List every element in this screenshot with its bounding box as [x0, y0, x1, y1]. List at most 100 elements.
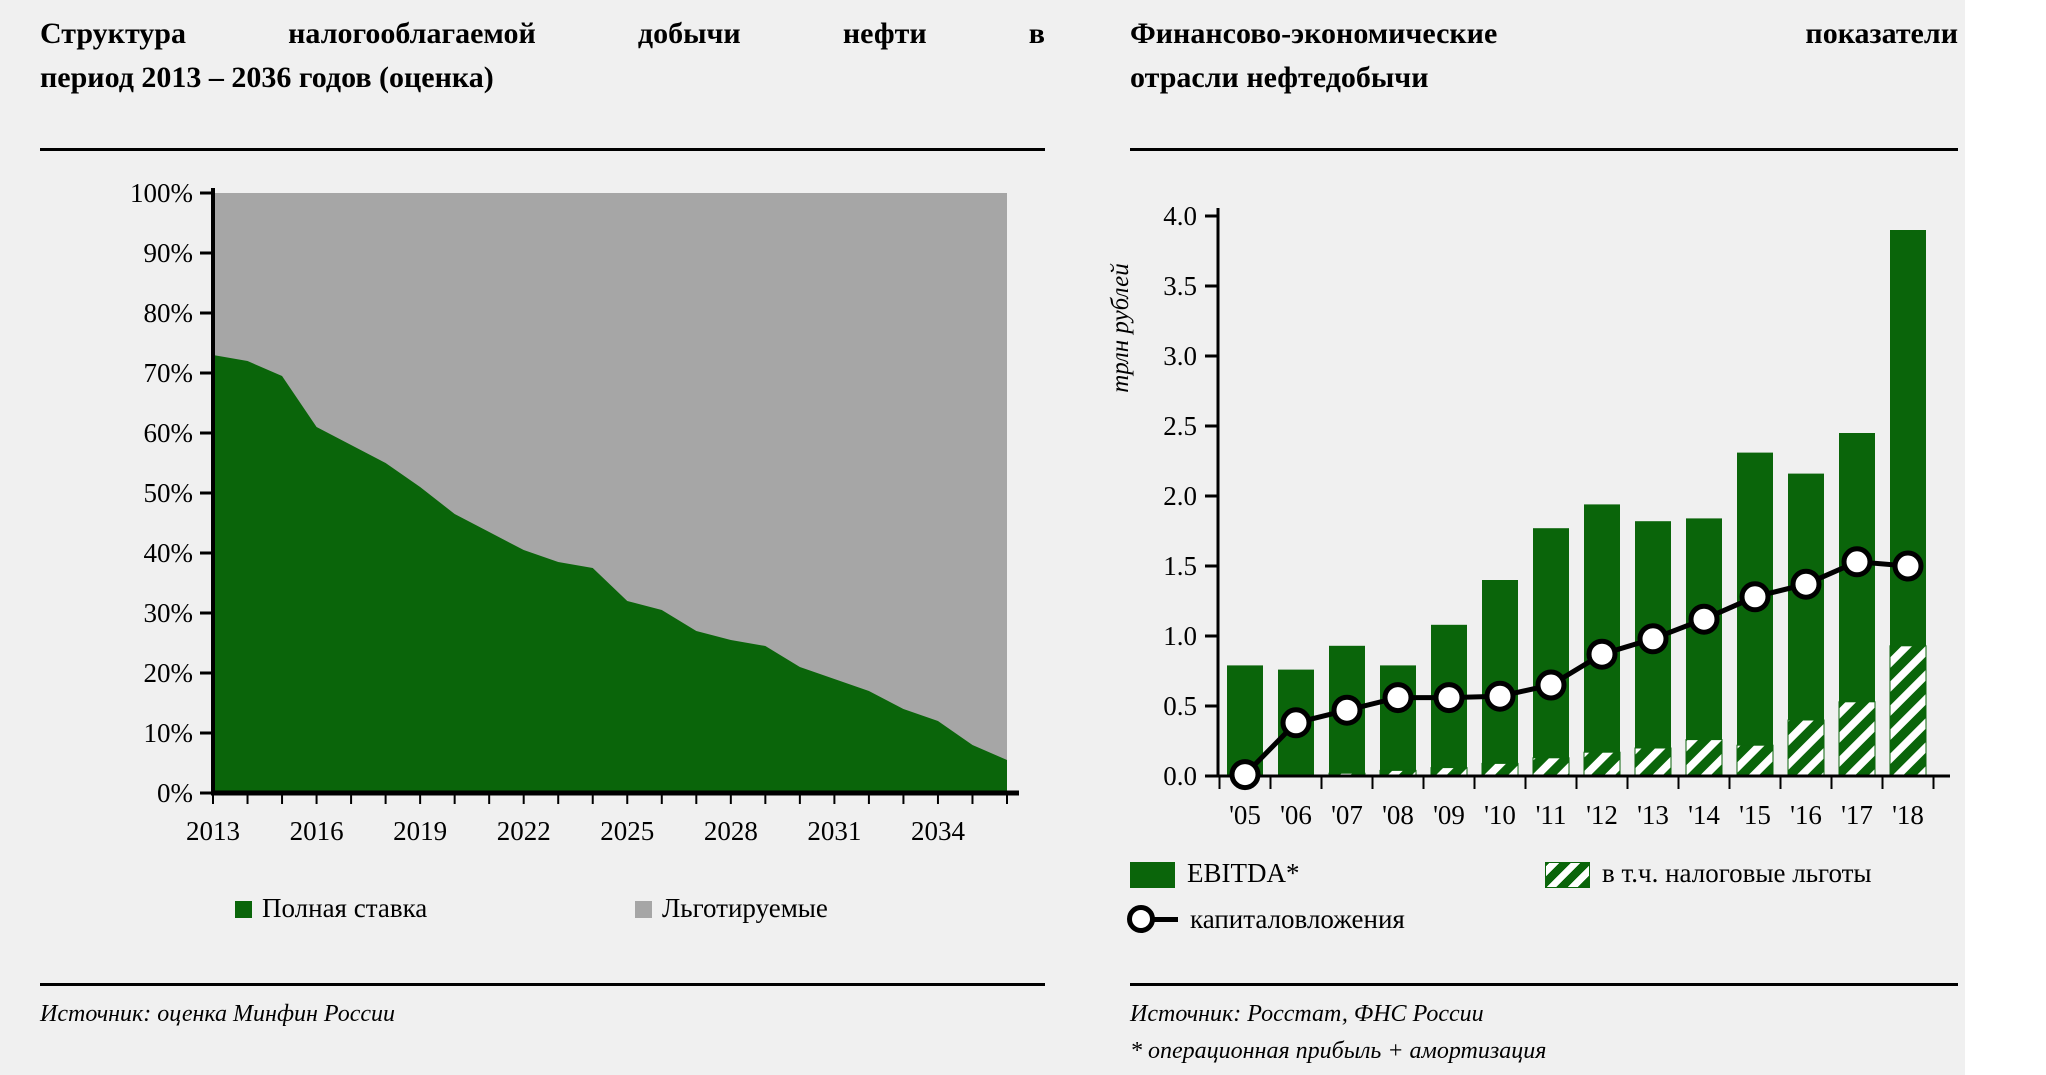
tax-benefit-bar: [1685, 739, 1723, 777]
y-tick-label: 10%: [144, 718, 194, 748]
capex-marker: [1229, 759, 1261, 791]
ebitda-bar: [1482, 580, 1518, 776]
left-chart-title-line1: Структура налогооблагаемой добычи нефти …: [40, 17, 1045, 50]
right-source-note: Источник: Росстат, ФНС России * операцио…: [1130, 996, 1546, 1070]
area-full-rate: [213, 355, 1007, 793]
x-tick-label: 2022: [497, 816, 551, 846]
x-tick-label: '08: [1382, 800, 1414, 830]
capex-marker: [1280, 707, 1312, 739]
legend-item-ebitda: EBITDA*: [1130, 858, 1299, 888]
y-tick-label: 3.0: [1163, 341, 1197, 371]
y-tick-label: 0.0: [1163, 761, 1197, 791]
legend-label: в т.ч. налоговые льготы: [1602, 858, 1872, 888]
legend-item-subsidized: Льготируемые: [635, 893, 828, 923]
capex-marker: [1433, 682, 1465, 714]
capex-marker: [1841, 546, 1873, 578]
tax-benefit-bar: [1736, 744, 1774, 777]
x-tick-label: '18: [1892, 800, 1924, 830]
source-line: Источник: Росстат, ФНС России: [1130, 1001, 1484, 1027]
y-tick-label: 0.5: [1163, 691, 1197, 721]
x-tick-label: 2025: [600, 816, 654, 846]
y-tick-label: 3.5: [1163, 271, 1197, 301]
y-tick-label: 0%: [157, 778, 193, 808]
x-tick-label: '14: [1688, 800, 1720, 830]
tax-benefit-bar: [1583, 751, 1621, 777]
x-tick-label: '11: [1536, 800, 1567, 830]
y-tick-label: 2.5: [1163, 411, 1197, 441]
y-tick-label: 70%: [144, 358, 194, 388]
y-tick-label: 1.0: [1163, 621, 1197, 651]
capex-marker: [1688, 603, 1720, 635]
tax-benefit-bar: [1481, 762, 1519, 777]
right-chart-title-line1: Финансово-экономические показатели: [1130, 17, 1958, 50]
x-tick-label: '05: [1229, 800, 1261, 830]
x-tick-label: '13: [1637, 800, 1669, 830]
capex-marker: [1382, 682, 1414, 714]
capex-marker: [1790, 568, 1822, 600]
x-tick-label: '09: [1433, 800, 1465, 830]
tax-benefit-bar: [1838, 701, 1876, 777]
capex-marker: [1586, 638, 1618, 670]
y-tick-label: 90%: [144, 238, 194, 268]
x-tick-label: '12: [1586, 800, 1618, 830]
right-title-divider: [1130, 148, 1958, 151]
right-chart-title: Финансово-экономические показатели отрас…: [1130, 12, 1958, 100]
x-tick-label: '17: [1841, 800, 1873, 830]
x-tick-label: '07: [1331, 800, 1363, 830]
y-tick-label: 30%: [144, 598, 194, 628]
left-chart-legend: Полная ставка Льготируемые: [40, 893, 1045, 923]
tax-benefit-bar: [1532, 757, 1570, 777]
legend-label: капиталовложения: [1190, 904, 1405, 934]
left-source-divider: [40, 983, 1045, 986]
subsidized-swatch-icon: [635, 901, 652, 918]
x-tick-label: 2013: [186, 816, 240, 846]
tax-benefit-bar: [1889, 645, 1927, 777]
y-tick-label: 50%: [144, 478, 194, 508]
y-axis-title: трлн рублей: [1107, 263, 1134, 393]
y-tick-label: 40%: [144, 538, 194, 568]
capex-marker-icon: [1127, 904, 1180, 934]
x-tick-label: '15: [1739, 800, 1771, 830]
x-tick-label: 2019: [393, 816, 447, 846]
capex-marker: [1484, 680, 1516, 712]
ebitda-bar: [1227, 665, 1263, 776]
right-chart-legend-row2: капиталовложения: [1127, 904, 1958, 934]
legend-item-tax-benefits: в т.ч. налоговые льготы: [1545, 858, 1872, 888]
ebitda-bar: [1686, 518, 1722, 776]
capex-marker: [1331, 694, 1363, 726]
right-chart-legend-row1: EBITDA* в т.ч. налоговые льготы: [1130, 858, 1958, 888]
left-title-divider: [40, 148, 1045, 151]
full-rate-swatch-icon: [235, 901, 252, 918]
y-tick-label: 80%: [144, 298, 194, 328]
capex-marker: [1535, 669, 1567, 701]
y-tick-label: 2.0: [1163, 481, 1197, 511]
y-tick-label: 20%: [144, 658, 194, 688]
ebitda-bar: [1380, 665, 1416, 776]
x-tick-label: 2031: [807, 816, 861, 846]
y-tick-label: 60%: [144, 418, 194, 448]
y-tick-label: 100%: [130, 178, 193, 208]
tax-benefit-bar: [1634, 747, 1672, 777]
left-chart-title: Структура налогооблагаемой добычи нефти …: [40, 12, 1045, 100]
x-tick-label: 2028: [704, 816, 758, 846]
capex-marker: [1739, 581, 1771, 613]
x-tick-label: 2016: [290, 816, 344, 846]
y-tick-label: 4.0: [1163, 201, 1197, 231]
legend-item-full-rate: Полная ставка: [235, 893, 427, 923]
ebitda-swatch-icon: [1130, 862, 1175, 888]
left-source-note: Источник: оценка Минфин России: [40, 1001, 395, 1027]
legend-label: Полная ставка: [262, 893, 428, 923]
x-tick-label: '16: [1790, 800, 1822, 830]
x-tick-label: 2034: [911, 816, 966, 846]
slide-background: Структура налогооблагаемой добычи нефти …: [0, 0, 1965, 1075]
left-chart-title-line2: период 2013 – 2036 годов (оценка): [40, 61, 494, 94]
x-tick-label: '06: [1280, 800, 1312, 830]
right-source-divider: [1130, 983, 1958, 986]
right-chart-title-line2: отрасли нефтедобычи: [1130, 61, 1429, 94]
legend-label: EBITDA*: [1187, 858, 1300, 888]
capex-marker: [1637, 623, 1669, 655]
tax-benefits-swatch-icon: [1545, 862, 1590, 888]
oil-taxable-production-structure-chart: 0% 10% 20% 30% 40% 50% 60% 70% 80% 90% 100% 2013 201…: [130, 178, 1019, 846]
x-tick-label: '10: [1484, 800, 1516, 830]
